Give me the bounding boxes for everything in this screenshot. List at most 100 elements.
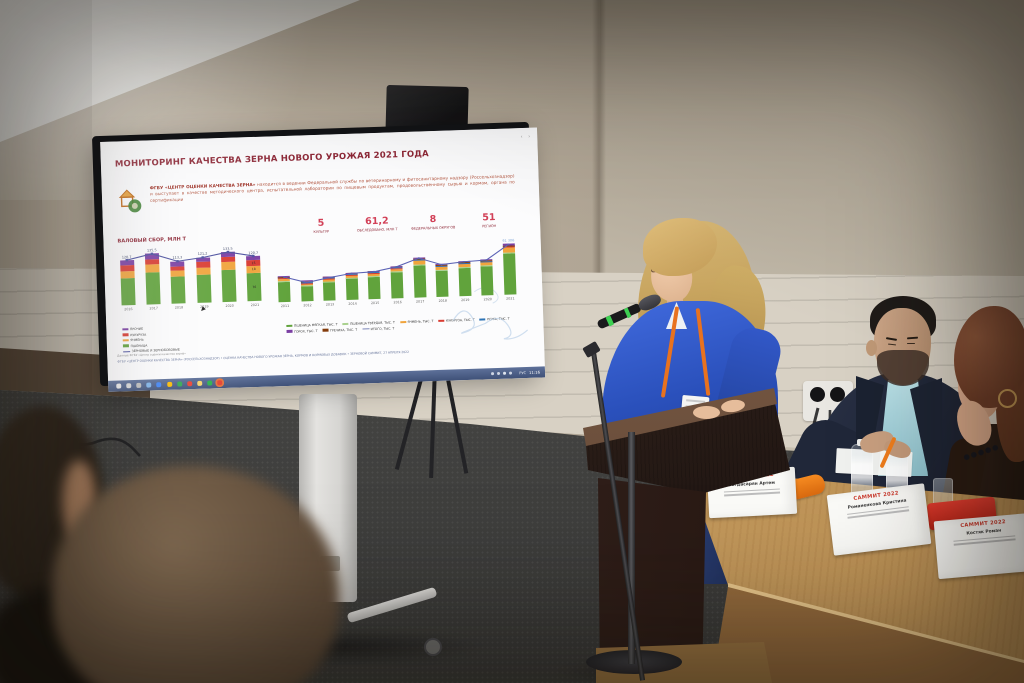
chart-column xyxy=(430,242,454,297)
chart-bar-segment xyxy=(368,276,381,300)
chart-bar-segment xyxy=(120,270,135,279)
chart-bar-segment xyxy=(345,274,358,278)
presentation-tv: МОНИТОРИНГ КАЧЕСТВА ЗЕРНА НОВОГО УРОЖАЯ … xyxy=(91,121,546,392)
taskbar-app-icon xyxy=(125,383,132,389)
chart-bar xyxy=(170,261,186,304)
mic-stand-pole xyxy=(628,432,635,664)
chart-category-label: 2015 xyxy=(370,300,380,305)
chart-column: 61 306 xyxy=(497,238,521,295)
badge-text-line xyxy=(686,399,706,403)
chart-bar-segment xyxy=(368,273,381,277)
chart-category-label: 2016 xyxy=(393,299,402,304)
chart-bar xyxy=(323,276,336,301)
chart-bar-segment xyxy=(145,272,161,305)
legend-item: ЯЧМЕНЬ, ТЫС. Т xyxy=(399,319,434,324)
taskbar-app-icon xyxy=(115,383,121,389)
stat-districts: 8 ФЕДЕРАЛЬНЫХ ОКРУГОВ xyxy=(405,214,461,231)
chart-bar-value-label: 120,7 xyxy=(121,254,132,259)
chart-bar-segment xyxy=(221,256,236,263)
chart-bar-segment xyxy=(458,267,472,297)
chart-column xyxy=(362,245,386,300)
legend-label: ИТОГО, ТЫС. Т xyxy=(370,325,395,331)
stat-value: 61,2 xyxy=(365,215,389,228)
chart-category-label: 2020 xyxy=(225,303,234,308)
chart-column: 120,7 xyxy=(114,249,141,306)
org-description: ФГБУ «ЦЕНТР ОЦЕНКИ КАЧЕСТВА ЗЕРНА» наход… xyxy=(150,173,515,204)
chart-bar-segment xyxy=(480,262,493,266)
chart-bar-segment xyxy=(170,276,186,304)
chart-bar-segment xyxy=(502,247,515,253)
mouse-cursor-icon xyxy=(201,306,207,313)
stat-label: ОБСЛЕДОВАНО, МЛН Т xyxy=(356,227,398,234)
taskbar-app-icon xyxy=(207,380,213,386)
chart-column: 135,5 xyxy=(139,248,166,305)
legend-swatch xyxy=(399,320,406,324)
chart-bar-segment xyxy=(412,265,427,298)
chart-bar-segment xyxy=(278,281,291,303)
chart-column xyxy=(475,241,499,296)
taskbar-language-indicator: РУС xyxy=(519,370,527,375)
chart-column xyxy=(452,242,476,297)
legend-label: КУКУРУЗА xyxy=(130,332,147,337)
chart-bar-segment xyxy=(145,264,160,273)
stat-regions: 51 РЕГИОН xyxy=(461,212,517,229)
chart-plot: 61 306 xyxy=(272,238,522,303)
seated-man-beard xyxy=(877,350,929,386)
chart-bar xyxy=(435,263,449,297)
chart-bar xyxy=(119,259,136,306)
chart-column xyxy=(407,243,431,298)
power-plug xyxy=(810,387,825,402)
nameplate: САММИТ 2022 Костяк Роман xyxy=(933,512,1024,580)
chart-column xyxy=(339,245,363,300)
taskbar-app-icon xyxy=(197,380,203,386)
audience-head xyxy=(52,466,340,683)
taskbar-app-icon xyxy=(166,381,172,387)
chart-bar-segment xyxy=(390,272,404,299)
chart-bar-segment xyxy=(435,266,448,270)
tray-icon xyxy=(497,371,501,376)
legend-swatch xyxy=(342,322,349,326)
legend-swatch xyxy=(438,319,445,323)
chart-bar xyxy=(345,272,359,300)
gross-harvest-chart: 120,7 135,5 113,3 121,2 133,5 120,7 76 18 15 2016… xyxy=(114,245,268,312)
legend-label: ЯЧМЕНЬ xyxy=(130,337,144,343)
taskbar-system-tray xyxy=(490,371,513,376)
chart-category-label: 2014 xyxy=(348,301,357,306)
chart-bar-segment xyxy=(144,253,160,260)
chart-plot: 120,7 135,5 113,3 121,2 133,5 120,7 76 18 15 xyxy=(114,245,268,306)
hoop-earring xyxy=(998,389,1017,408)
chart-category-label: 2013 xyxy=(325,301,335,307)
chart-category-label: 2017 xyxy=(149,305,158,310)
stat-cultures: 5 КУЛЬТУР xyxy=(293,218,349,235)
org-logo-graphic xyxy=(118,189,142,213)
chart-bar xyxy=(368,270,381,300)
chart-bar-segment xyxy=(345,277,359,300)
stat-label: КУЛЬТУР xyxy=(313,229,330,235)
nameplate: САММИТ 2022 Романенкова Кристина xyxy=(826,483,932,556)
stat-surveyed: 61,2 ОБСЛЕДОВАНО, МЛН Т xyxy=(349,216,405,233)
chart-category-label: 2011 xyxy=(280,303,290,308)
seated-man-ear xyxy=(866,340,877,356)
stat-label: РЕГИОН xyxy=(482,224,497,229)
presenter-hand xyxy=(693,406,720,419)
legend-label: ГОРОХ, ТЫС. Т xyxy=(294,328,318,334)
legend-swatch xyxy=(122,327,129,331)
chart-bar xyxy=(144,253,161,305)
legend-item: ГОРОХ, ТЫС. Т xyxy=(286,328,318,334)
legend-swatch xyxy=(286,330,293,333)
chart-column: 120,7 76 18 15 xyxy=(240,245,267,302)
tray-icon xyxy=(491,372,495,376)
chart-category-label: 2012 xyxy=(303,302,312,307)
org-logo-icon xyxy=(117,187,143,216)
chart-column: 121,2 xyxy=(190,246,217,303)
legend-item: ГРЕЧИХА, ТЫС. Т xyxy=(322,327,357,332)
nameplate-subtitle-line xyxy=(847,509,910,519)
chart-bar-segment xyxy=(170,261,185,267)
caster-wheel xyxy=(424,638,442,656)
legend-label: ЯЧМЕНЬ, ТЫС. Т xyxy=(407,319,434,324)
legend-label: ГРЕЧИХА, ТЫС. Т xyxy=(330,327,358,333)
chart-bar-segment: 15 xyxy=(246,259,261,267)
nameplate-subtitle-line xyxy=(723,491,781,497)
legend-label: ПРОЧИЕ xyxy=(129,326,144,332)
legend-item: ИТОГО, ТЫС. Т xyxy=(362,326,394,331)
